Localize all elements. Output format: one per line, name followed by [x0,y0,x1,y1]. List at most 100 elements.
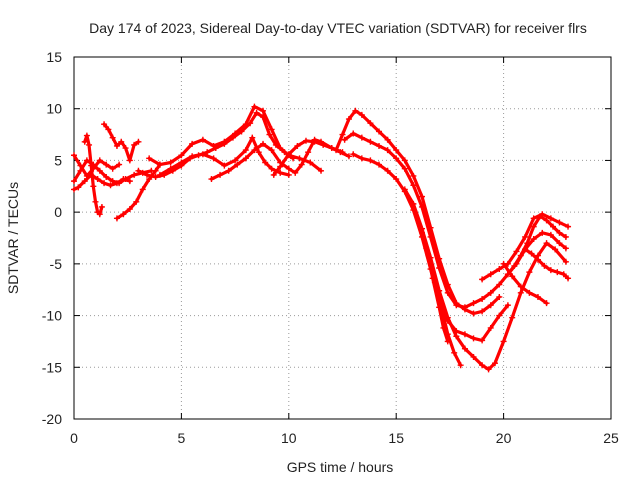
series-arc-7 [135,109,297,180]
data-point [543,300,550,307]
data-point [208,176,215,183]
data-point [101,180,108,187]
data-point [367,120,374,127]
data-point [410,200,417,207]
data-point [294,142,301,149]
data-point [77,162,84,169]
data-point [526,269,533,276]
data-point [103,173,110,180]
y-axis-label: SDTVAR / TECUs [5,182,21,294]
data-point [393,176,400,183]
y-tick-label: -10 [42,308,62,324]
data-point [103,161,110,168]
data-point [530,215,537,222]
series-line [115,163,162,220]
data-point [418,203,425,210]
data-point [517,283,524,290]
data-point [242,155,249,162]
data-point [221,162,228,169]
data-point [88,162,95,169]
data-point [167,165,174,172]
data-point [234,161,241,168]
data-point [255,149,262,156]
data-point [232,157,239,164]
data-point [156,161,163,168]
data-point [126,206,133,213]
data-point [528,250,535,257]
data-point [496,266,503,273]
tick-layer: 0 5 10 15 20 25 -20 -15 -10 -5 0 5 10 15 [42,49,619,446]
data-point [285,165,292,172]
data-point [81,178,88,185]
series-arc-21 [500,260,550,307]
y-tick-label: 5 [54,152,62,168]
data-point [337,149,344,156]
data-point [305,149,312,156]
y-tick-label: -5 [50,256,63,272]
data-point [565,223,572,230]
data-point [436,264,443,271]
data-point [504,302,511,309]
data-point [479,276,486,283]
data-point [358,134,365,141]
data-point [131,141,138,148]
data-point [550,223,557,230]
data-point [302,137,309,144]
data-point [444,338,451,345]
data-point [401,186,408,193]
series-line [351,152,510,342]
data-point [530,236,537,243]
data-point [144,171,151,178]
data-point [500,338,507,345]
data-point [247,120,254,127]
data-point [71,152,77,159]
data-point [341,136,348,143]
data-point [251,103,258,110]
data-point [199,136,206,143]
data-point [479,308,486,315]
data-point [101,121,108,128]
data-point [470,335,477,342]
data-point [105,126,112,133]
data-point [547,231,554,238]
data-point [86,141,93,148]
data-point [547,267,554,274]
data-point [71,178,77,185]
data-point [333,147,340,154]
y-tick-label: -20 [42,411,62,427]
data-point [393,147,400,154]
data-point [122,145,129,152]
data-point [251,147,258,154]
data-point [461,345,468,352]
data-point [268,126,275,133]
data-point [152,173,159,180]
data-point [500,260,507,267]
data-point [522,246,529,253]
data-point [156,171,163,178]
data-point [453,302,460,309]
data-point [562,233,569,240]
data-point [517,289,524,296]
data-point [225,167,232,174]
data-point [242,121,249,128]
x-tick-label: 15 [388,430,404,446]
y-tick-label: 15 [46,49,62,65]
data-point [436,304,443,311]
data-point [496,281,503,288]
data-point [109,165,116,172]
series-arc-18 [479,211,572,283]
data-point [178,159,185,166]
data-point [96,157,103,164]
data-point [367,157,374,164]
y-tick-label: -15 [42,359,62,375]
y-tick-label: 10 [46,101,62,117]
data-point [113,142,120,149]
plot-frame [73,56,612,420]
data-point [444,289,451,296]
data-point [292,169,299,176]
data-point [556,219,563,226]
data-point [534,256,541,263]
series-line [72,173,132,191]
series-arc-13 [341,130,569,311]
data-point [116,161,123,168]
